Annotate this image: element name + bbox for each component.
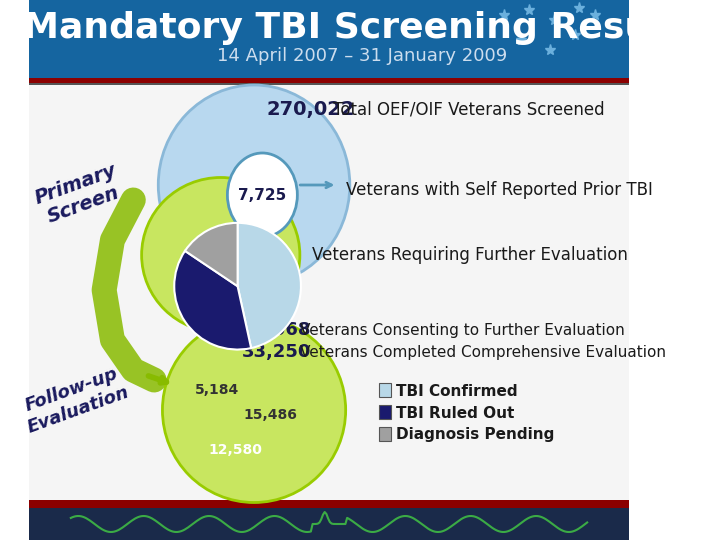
Bar <box>30 85 629 500</box>
Text: Follow-up
Evaluation: Follow-up Evaluation <box>18 363 132 436</box>
Text: TBI Ruled Out: TBI Ruled Out <box>395 406 514 421</box>
Bar <box>30 78 629 83</box>
Ellipse shape <box>142 178 300 333</box>
Bar <box>30 508 629 540</box>
Text: 7,725: 7,725 <box>238 187 287 202</box>
Text: Veterans Requiring Further Evaluation: Veterans Requiring Further Evaluation <box>312 246 629 264</box>
Text: 270,022: 270,022 <box>266 100 355 119</box>
Wedge shape <box>174 251 251 349</box>
Text: 14 April 2007 – 31 January 2009: 14 April 2007 – 31 January 2009 <box>217 47 508 65</box>
Text: Primary
Screen: Primary Screen <box>32 161 127 229</box>
Text: 50,068: 50,068 <box>241 321 311 339</box>
Circle shape <box>228 153 297 237</box>
FancyBboxPatch shape <box>30 0 629 80</box>
Wedge shape <box>238 223 301 348</box>
Text: Total OEF/OIF Veterans Screened: Total OEF/OIF Veterans Screened <box>333 101 605 119</box>
Text: Diagnosis Pending: Diagnosis Pending <box>395 428 554 442</box>
Text: Veterans Completed Comprehensive Evaluation: Veterans Completed Comprehensive Evaluat… <box>300 345 666 360</box>
Bar <box>379 427 391 441</box>
Bar <box>30 500 629 508</box>
Text: 53,953: 53,953 <box>194 246 264 264</box>
Ellipse shape <box>158 85 350 285</box>
Text: Veterans Consenting to Further Evaluation: Veterans Consenting to Further Evaluatio… <box>300 322 625 338</box>
Text: TBI Confirmed: TBI Confirmed <box>395 383 517 399</box>
Bar <box>379 405 391 419</box>
Bar <box>379 383 391 397</box>
Text: 5,184: 5,184 <box>194 383 239 397</box>
Text: Mandatory TBI Screening Results: Mandatory TBI Screening Results <box>23 11 701 45</box>
Text: 12,580: 12,580 <box>209 443 263 457</box>
Text: 33,250: 33,250 <box>241 343 311 361</box>
Ellipse shape <box>163 318 346 503</box>
Wedge shape <box>185 223 238 286</box>
Text: Veterans with Self Reported Prior TBI: Veterans with Self Reported Prior TBI <box>346 181 652 199</box>
Bar <box>30 83 629 85</box>
Text: 15,486: 15,486 <box>244 408 297 422</box>
